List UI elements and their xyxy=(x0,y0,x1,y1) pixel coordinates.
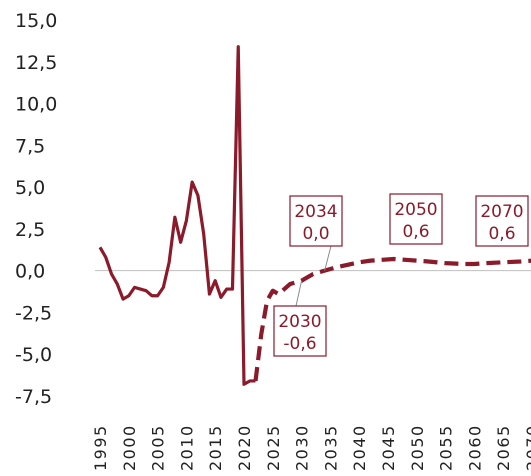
y-tick-label: 10,0 xyxy=(15,94,57,116)
historical-solid-line xyxy=(98,45,256,386)
x-tick-label: 2025 xyxy=(264,424,283,471)
series-layer xyxy=(98,45,531,386)
x-tick-label: 2010 xyxy=(177,424,196,471)
annotation-box xyxy=(389,193,443,245)
y-tick-label: -5,0 xyxy=(15,344,52,366)
x-tick-label: 2050 xyxy=(408,424,427,471)
y-tick-label: 5,0 xyxy=(15,177,45,199)
x-tick-label: 2020 xyxy=(235,424,254,471)
x-tick-label: 2040 xyxy=(350,424,369,471)
x-tick-label: 2055 xyxy=(437,424,456,471)
annotation-box xyxy=(475,195,529,247)
annotation-value: 0,6 xyxy=(402,222,429,242)
x-tick-label: 1995 xyxy=(91,424,110,471)
annotation-value: -0,6 xyxy=(283,334,316,354)
annotation-value: 0,0 xyxy=(302,224,329,244)
projection-dashed-line xyxy=(253,256,531,382)
annotation-year: 2030 xyxy=(278,312,321,332)
x-axis: 1995 2000 2005 2010 2015 2020 2025 2030 2035 2040… xyxy=(91,424,531,471)
x-tick-label: 2030 xyxy=(293,424,312,471)
x-tick-label: 2000 xyxy=(120,424,139,471)
annotation-box xyxy=(273,305,327,357)
y-tick-label: -2,5 xyxy=(15,302,52,324)
annotation-leader-line xyxy=(295,280,303,307)
annotation-year: 2070 xyxy=(480,202,523,222)
y-tick-label: -7,5 xyxy=(15,386,52,408)
x-tick-label: 2045 xyxy=(379,424,398,471)
annotation-year: 2050 xyxy=(394,200,437,220)
y-axis: 15,0 12,5 10,0 7,5 5,0 2,5 0,0 -2,5 -5,0 -7,5 xyxy=(15,10,531,408)
x-tick-label: 2035 xyxy=(321,424,340,471)
x-tick-label: 2060 xyxy=(465,424,484,471)
x-tick-label: 2005 xyxy=(149,424,168,471)
y-tick-label: 12,5 xyxy=(15,52,57,74)
x-tick-label: 2065 xyxy=(494,424,513,471)
y-tick-label: 15,0 xyxy=(15,10,57,32)
annotation-box xyxy=(289,195,343,247)
y-tick-label: 0,0 xyxy=(15,261,45,283)
x-tick-label: 2015 xyxy=(206,424,225,471)
x-tick-label: 2070 xyxy=(523,424,531,471)
y-tick-label: 2,5 xyxy=(15,219,45,241)
y-tick-label: 7,5 xyxy=(15,135,45,157)
annotation-leader-line xyxy=(324,245,332,271)
annotation-year: 2034 xyxy=(294,202,337,222)
annotation-value: 0,6 xyxy=(488,224,515,244)
